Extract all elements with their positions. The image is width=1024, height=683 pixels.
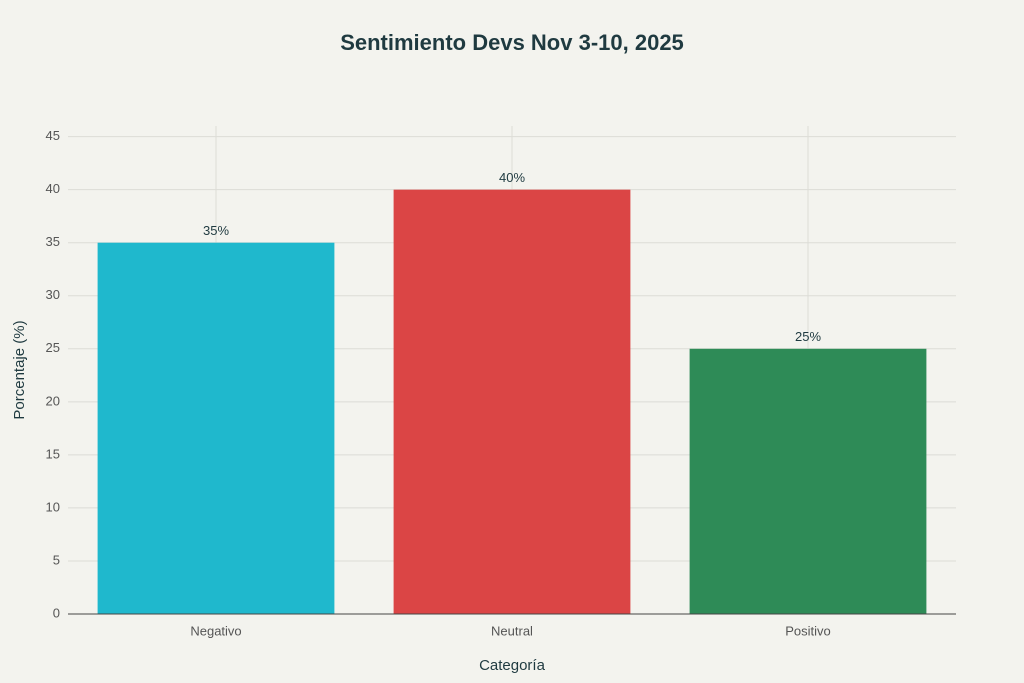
y-axis-title: Porcentaje (%) <box>11 320 28 419</box>
y-tick-label: 15 <box>46 446 60 461</box>
bar <box>689 348 927 614</box>
x-tick-label: Positivo <box>785 623 831 638</box>
y-tick-label: 25 <box>46 340 60 355</box>
y-tick-label: 45 <box>46 128 60 143</box>
chart-title: Sentimiento Devs Nov 3-10, 2025 <box>340 30 684 55</box>
x-tick-label: Negativo <box>190 623 241 638</box>
value-label: 35% <box>203 223 229 238</box>
x-axis-title: Categoría <box>479 657 546 674</box>
value-label: 40% <box>499 170 525 185</box>
y-tick-label: 20 <box>46 393 60 408</box>
y-tick-label: 10 <box>46 499 60 514</box>
y-tick-label: 0 <box>53 605 60 620</box>
y-tick-label: 40 <box>46 181 60 196</box>
y-tick-label: 30 <box>46 287 60 302</box>
y-tick-label: 35 <box>46 234 60 249</box>
value-label: 25% <box>795 329 821 344</box>
x-tick-label: Neutral <box>491 623 533 638</box>
bar <box>393 189 631 615</box>
bar <box>97 242 335 614</box>
y-tick-label: 5 <box>53 552 60 567</box>
